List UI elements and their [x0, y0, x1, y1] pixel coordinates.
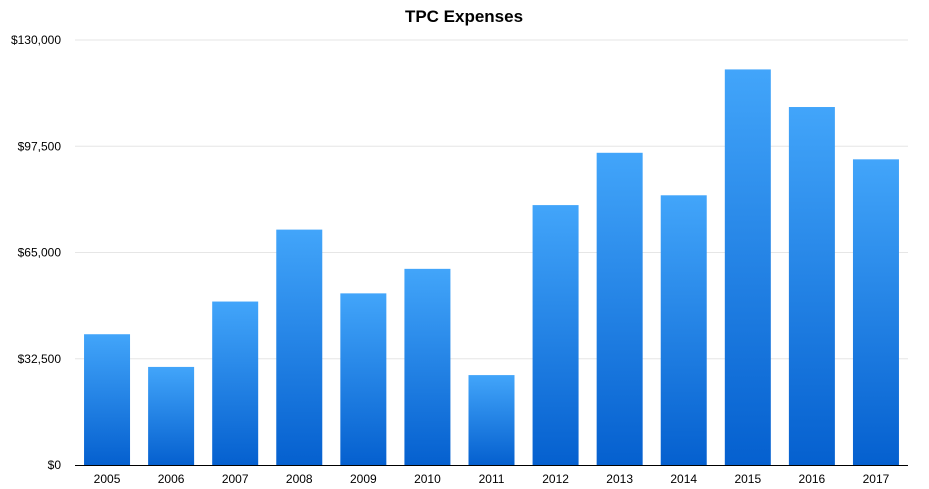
bar-2005 — [84, 334, 131, 465]
bar-2011 — [468, 375, 515, 465]
y-tick-label: $97,500 — [18, 139, 62, 153]
bar-2013 — [596, 152, 643, 466]
x-tick-label: 2006 — [158, 472, 185, 486]
bar-2016 — [788, 107, 835, 466]
x-tick-label: 2016 — [799, 472, 826, 486]
x-tick-label: 2005 — [94, 472, 121, 486]
bar-2006 — [148, 366, 195, 465]
bar-2008 — [276, 229, 323, 465]
y-tick-label: $32,500 — [18, 352, 62, 366]
bar-2015 — [724, 69, 771, 465]
x-tick-label: 2011 — [479, 472, 505, 486]
x-tick-label: 2013 — [606, 472, 633, 486]
x-tick-label: 2010 — [414, 472, 441, 486]
y-axis-ticks: $0 $32,500 $65,000 $97,500 $130,000 — [11, 33, 61, 472]
x-tick-label: 2007 — [222, 472, 249, 486]
x-tick-label: 2015 — [734, 472, 761, 486]
gridlines — [75, 39, 908, 360]
bars — [84, 69, 899, 466]
bar-2009 — [340, 293, 387, 465]
y-tick-label: $0 — [48, 458, 62, 472]
x-tick-label: 2014 — [670, 472, 697, 486]
bar-2014 — [660, 195, 707, 466]
bar-2010 — [404, 268, 451, 465]
chart-title: TPC Expenses — [405, 7, 523, 26]
x-axis-ticks: 2005 2006 2007 2008 2009 2010 2011 2012 2013 2014… — [94, 472, 890, 486]
x-tick-label: 2008 — [286, 472, 313, 486]
x-tick-label: 2009 — [350, 472, 377, 486]
bar-2007 — [212, 301, 259, 465]
x-tick-label: 2012 — [542, 472, 569, 486]
x-tick-label: 2017 — [863, 472, 890, 486]
bar-2012 — [532, 205, 579, 465]
y-tick-label: $130,000 — [11, 33, 61, 47]
y-tick-label: $65,000 — [18, 246, 62, 260]
bar-2017 — [852, 159, 899, 466]
